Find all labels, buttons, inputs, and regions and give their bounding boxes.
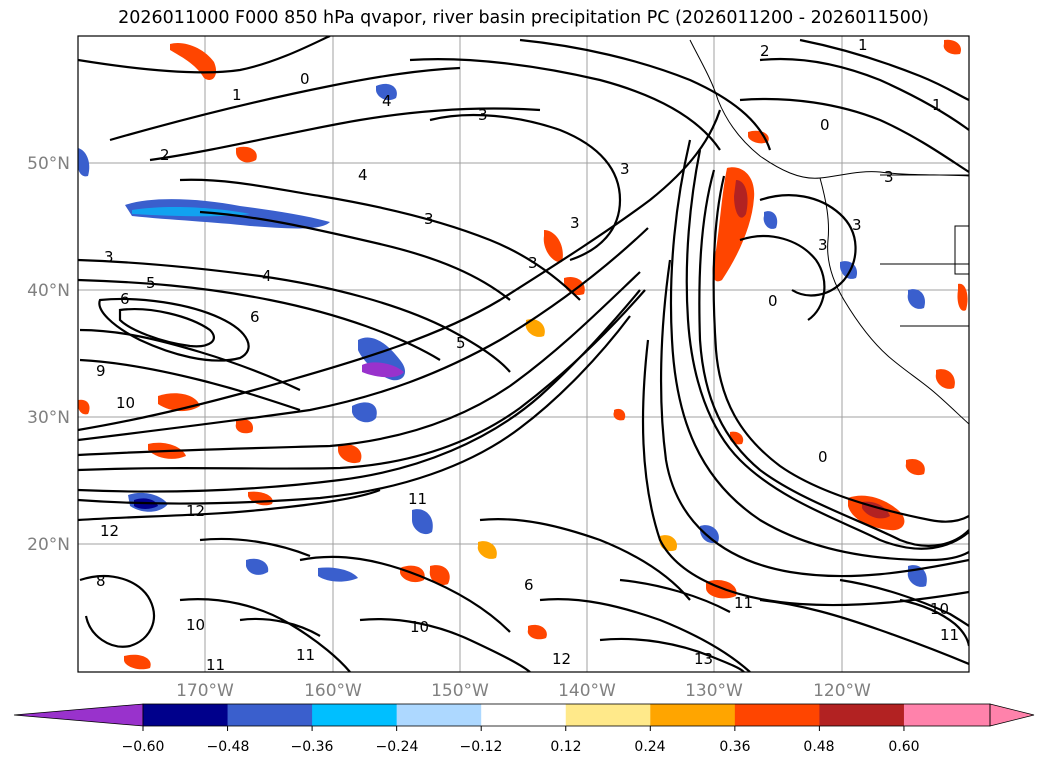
contour-label: 3: [818, 236, 828, 254]
contour-label: 1: [232, 86, 242, 104]
contour-label: 3: [852, 216, 862, 234]
contour-label: 12: [100, 522, 119, 540]
contour-label: 9: [96, 362, 106, 380]
colorbar-tick-label: −0.36: [291, 739, 334, 755]
colorbar-tick-labels: −0.60 −0.48 −0.36 −0.24 −0.12 0.12 0.24 …: [122, 739, 920, 755]
colorbar-tick-label: 0.12: [550, 739, 581, 755]
contour-label: 3: [424, 210, 434, 228]
colorbar-tick-label: −0.24: [376, 739, 419, 755]
colorbar-segment: [903, 704, 990, 726]
colorbar-tick-label: 0.48: [803, 739, 834, 755]
longitude-labels: 170°W 160°W 150°W 140°W 130°W 120°W: [176, 681, 871, 701]
contour-label: 11: [408, 490, 427, 508]
coastlines: [689, 39, 969, 425]
contour-label: 3: [620, 160, 630, 178]
contour-label: 11: [940, 626, 959, 644]
colorbar-segment: [819, 704, 905, 726]
colorbar-segment: [396, 704, 482, 726]
colorbar-ticks: [142, 726, 905, 731]
contour-label: 3: [478, 106, 488, 124]
lat-label-30n: 30°N: [27, 408, 70, 428]
colorbar-segment: [481, 704, 567, 726]
colorbar-tick-label: −0.12: [460, 739, 503, 755]
colorbar-extend-max: [989, 703, 1035, 727]
contour-label: 3: [528, 254, 538, 272]
contour-label: 3: [570, 214, 580, 232]
map-background: [78, 36, 969, 672]
contour-labels: 0 1 2 4 3 3 5 4 6 6 5 9 10 12 12 11 8 10…: [96, 36, 959, 674]
colorbar-segment: [565, 704, 651, 726]
contour-label: 0: [820, 116, 830, 134]
colorbar-tick-label: 0.60: [888, 739, 919, 755]
lon-label-170w: 170°W: [176, 681, 234, 701]
contour-label: 12: [186, 502, 205, 520]
lat-label-40n: 40°N: [27, 281, 70, 301]
colorbar-segments: [13, 703, 1035, 727]
qvapor-contours: [78, 36, 969, 672]
colorbar-segment: [312, 704, 398, 726]
lon-label-120w: 120°W: [813, 681, 871, 701]
lon-label-160w: 160°W: [304, 681, 362, 701]
contour-label: 3: [884, 168, 894, 186]
colorbar-tick-label: −0.48: [207, 739, 250, 755]
contour-label: 10: [930, 600, 949, 618]
contour-label: 4: [262, 267, 272, 285]
contour-label: 2: [160, 146, 170, 164]
lat-label-50n: 50°N: [27, 154, 70, 174]
contour-label: 1: [858, 36, 868, 54]
contour-label: 1: [932, 96, 942, 114]
colorbar-tick-label: −0.60: [122, 739, 165, 755]
colorbar-segment: [734, 704, 820, 726]
colorbar-segment: [650, 704, 736, 726]
map-panel: 0 1 2 4 3 3 5 4 6 6 5 9 10 12 12 11 8 10…: [77, 35, 970, 674]
contour-label: 4: [358, 166, 368, 184]
colorbar-segment: [227, 704, 313, 726]
contour-label: 11: [296, 646, 315, 664]
lon-label-150w: 150°W: [431, 681, 489, 701]
contour-label: 6: [120, 290, 130, 308]
lon-label-130w: 130°W: [685, 681, 743, 701]
contour-label: 10: [116, 394, 135, 412]
contour-label: 0: [300, 70, 310, 88]
contour-label: 13: [694, 650, 713, 668]
map-frame: [77, 35, 970, 673]
lon-label-140w: 140°W: [558, 681, 616, 701]
contour-label: 0: [768, 292, 778, 310]
colorbar-tick-label: 0.24: [634, 739, 665, 755]
contour-label: 12: [552, 650, 571, 668]
colorbar-tick-label: 0.36: [719, 739, 750, 755]
contour-label: 5: [456, 334, 466, 352]
colorbar-outline: [142, 703, 991, 727]
contour-label: 2: [760, 42, 770, 60]
lat-label-20n: 20°N: [27, 535, 70, 555]
contour-label: 4: [382, 92, 392, 110]
contour-label: 0: [818, 448, 828, 466]
colorbar-extend-min: [13, 703, 144, 727]
colorbar-segment: [143, 704, 229, 726]
latitude-labels: 50°N 40°N 30°N 20°N: [27, 154, 70, 555]
contour-label: 10: [410, 618, 429, 636]
map-title: 2026011000 F000 850 hPa qvapor, river ba…: [118, 8, 929, 28]
contour-label: 5: [146, 274, 156, 292]
colorbar: −0.60 −0.48 −0.36 −0.24 −0.12 0.12 0.24 …: [13, 703, 1035, 755]
contour-label: 11: [206, 656, 225, 674]
contour-label: 8: [96, 572, 106, 590]
contour-label: 11: [734, 594, 753, 612]
contour-label: 6: [250, 308, 260, 326]
contour-label: 10: [186, 616, 205, 634]
contour-label: 3: [104, 248, 114, 266]
contour-label: 6: [524, 576, 534, 594]
